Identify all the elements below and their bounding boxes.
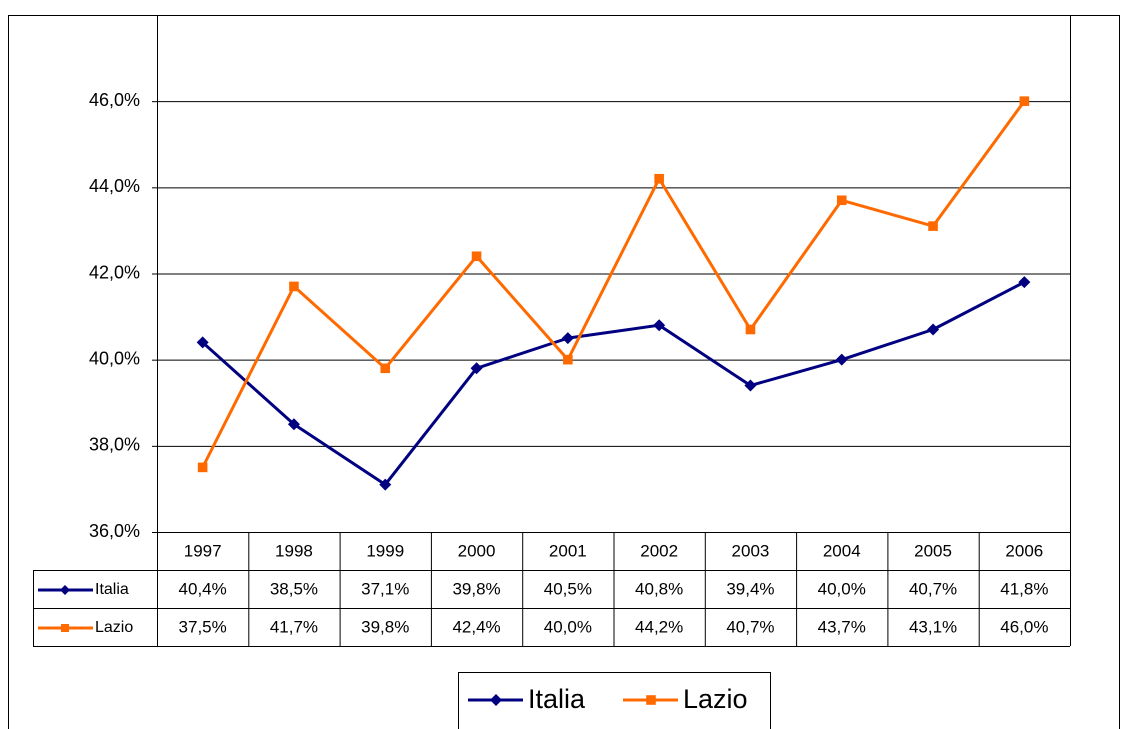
- legend-label: Lazio: [683, 684, 748, 714]
- y-tick-label: 38,0%: [89, 435, 140, 455]
- marker: [61, 624, 69, 632]
- table-value: 41,8%: [1000, 579, 1048, 598]
- category-label: 2001: [549, 541, 587, 560]
- y-tick-label: 40,0%: [89, 348, 140, 368]
- marker: [563, 354, 573, 365]
- marker: [646, 695, 656, 705]
- series-line: [201, 100, 1026, 469]
- marker: [744, 379, 757, 392]
- marker: [1019, 96, 1030, 106]
- y-tick-label: 46,0%: [89, 90, 140, 110]
- marker: [380, 363, 391, 374]
- marker: [835, 353, 848, 366]
- marker: [745, 324, 756, 335]
- table-value: 46,0%: [1000, 617, 1048, 636]
- table-series-name: Italia: [95, 581, 129, 598]
- table-value: 39,8%: [452, 579, 500, 598]
- marker: [287, 418, 300, 431]
- marker: [490, 694, 502, 706]
- series-line: [201, 280, 1026, 487]
- marker: [196, 336, 209, 349]
- table-value: 40,4%: [179, 579, 227, 598]
- table-value: 44,2%: [635, 617, 683, 636]
- table-value: 39,8%: [361, 617, 409, 636]
- table-value: 40,5%: [544, 579, 592, 598]
- marker: [471, 251, 482, 262]
- table-series-name: Lazio: [95, 619, 133, 636]
- marker: [653, 319, 666, 332]
- table-value: 38,5%: [270, 579, 318, 598]
- category-label: 2000: [458, 541, 496, 560]
- marker: [197, 462, 208, 473]
- marker: [836, 195, 847, 206]
- category-label: 2004: [823, 541, 861, 560]
- table-value: 37,1%: [361, 579, 409, 598]
- category-label: 1999: [366, 541, 404, 560]
- category-label: 2002: [640, 541, 678, 560]
- table-value: 37,5%: [179, 617, 227, 636]
- table-value: 42,4%: [452, 617, 500, 636]
- marker: [927, 323, 940, 336]
- table-value: 41,7%: [270, 617, 318, 636]
- table-value: 40,7%: [909, 579, 957, 598]
- legend-label: Italia: [528, 684, 586, 714]
- y-tick-label: 42,0%: [89, 262, 140, 282]
- marker: [470, 362, 483, 375]
- marker: [561, 332, 574, 345]
- category-label: 1997: [184, 541, 222, 560]
- category-label: 1998: [275, 541, 313, 560]
- table-value: 40,0%: [544, 617, 592, 636]
- table-value: 39,4%: [726, 579, 774, 598]
- table-value: 40,7%: [726, 617, 774, 636]
- marker: [379, 478, 392, 491]
- marker: [1018, 276, 1031, 289]
- table-value: 40,8%: [635, 579, 683, 598]
- table-value: 43,7%: [818, 617, 866, 636]
- category-label: 2005: [914, 541, 952, 560]
- marker: [289, 281, 299, 292]
- table-value: 43,1%: [909, 617, 957, 636]
- marker: [928, 221, 938, 231]
- category-label: 2003: [732, 541, 770, 560]
- marker: [60, 585, 70, 595]
- marker: [654, 173, 664, 184]
- y-tick-label: 36,0%: [89, 521, 140, 541]
- category-label: 2006: [1005, 541, 1043, 560]
- y-tick-label: 44,0%: [89, 176, 140, 196]
- table-value: 40,0%: [818, 579, 866, 598]
